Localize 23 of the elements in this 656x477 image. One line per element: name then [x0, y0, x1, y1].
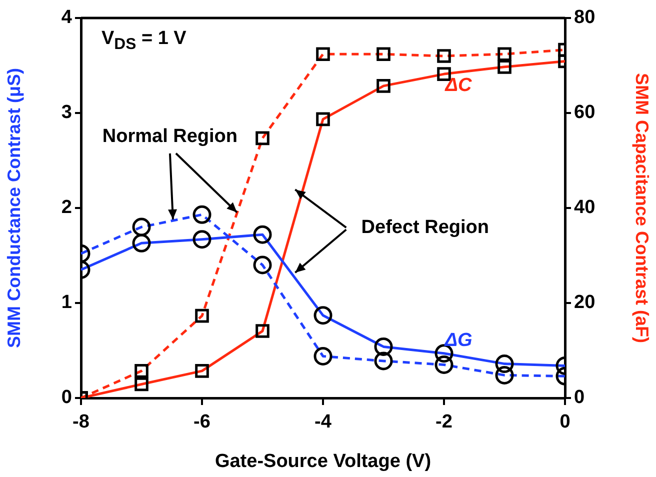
x-axis-title: Gate-Source Voltage (V): [214, 450, 432, 472]
x-tick-label: -4: [314, 412, 332, 433]
y-tick-label: 2: [61, 197, 72, 218]
y2-tick-label: 80: [574, 7, 596, 28]
y2-tick-label: 0: [574, 387, 585, 408]
x-tick-label: -8: [72, 412, 90, 433]
y-tick-label: 1: [61, 292, 72, 314]
annotation: ΔC: [445, 75, 472, 98]
annotation: Defect Region: [361, 216, 490, 239]
y-tick-label: 3: [61, 102, 72, 124]
annotation: Normal Region: [102, 126, 238, 148]
x-tick-label: 0: [560, 412, 570, 433]
y-axis-title: SMM Conductance Contrast (μS): [4, 68, 24, 348]
y-tick-label: 0: [61, 387, 72, 408]
y2-tick-label: 40: [574, 197, 596, 218]
y2-tick-label: 20: [574, 292, 596, 314]
y-tick-label: 4: [61, 7, 72, 28]
x-tick-label: -2: [436, 412, 452, 433]
y2-tick-label: 60: [574, 102, 596, 124]
y2-axis-title: SMM Capacitance Contrast (aF): [632, 72, 652, 344]
x-tick-label: -6: [194, 412, 210, 433]
annotation: V$_{DS}$ = 1 V: [101, 28, 186, 54]
annotation: ΔG: [444, 330, 472, 352]
